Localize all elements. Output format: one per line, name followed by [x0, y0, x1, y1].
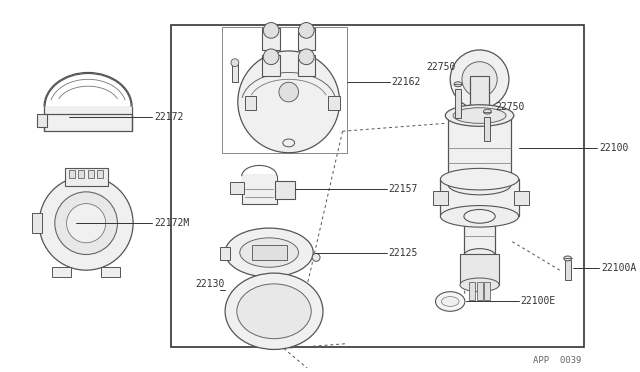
- Ellipse shape: [564, 256, 572, 261]
- Text: 22100A: 22100A: [601, 263, 636, 273]
- Bar: [232, 63, 238, 82]
- Ellipse shape: [483, 109, 492, 114]
- Text: 22172M: 22172M: [155, 218, 190, 228]
- Bar: [470, 76, 490, 113]
- Circle shape: [298, 49, 314, 65]
- Circle shape: [67, 203, 106, 243]
- Bar: [230, 182, 244, 194]
- Ellipse shape: [454, 82, 462, 87]
- Ellipse shape: [440, 169, 518, 190]
- Bar: [45, 106, 131, 131]
- Bar: [32, 214, 42, 233]
- Bar: [220, 247, 230, 260]
- Bar: [78, 170, 84, 178]
- Bar: [222, 28, 348, 153]
- Circle shape: [231, 59, 239, 67]
- Text: 22750: 22750: [495, 102, 525, 112]
- Ellipse shape: [464, 248, 495, 262]
- Ellipse shape: [237, 284, 311, 339]
- Bar: [52, 267, 72, 277]
- Ellipse shape: [225, 273, 323, 349]
- Circle shape: [39, 176, 133, 270]
- Text: 22125: 22125: [388, 247, 418, 257]
- Text: APP  0039: APP 0039: [533, 356, 582, 365]
- Ellipse shape: [453, 108, 506, 124]
- Ellipse shape: [442, 296, 459, 307]
- Bar: [262, 28, 280, 50]
- Text: 22172: 22172: [155, 112, 184, 122]
- Bar: [242, 176, 277, 203]
- Circle shape: [312, 254, 320, 262]
- Circle shape: [55, 192, 118, 254]
- Ellipse shape: [440, 206, 518, 227]
- Bar: [484, 116, 490, 141]
- Circle shape: [263, 49, 279, 65]
- Bar: [455, 89, 461, 118]
- Bar: [514, 191, 529, 205]
- Bar: [468, 282, 475, 299]
- Bar: [460, 254, 499, 285]
- Text: 22130: 22130: [196, 279, 225, 289]
- Bar: [328, 96, 340, 110]
- Ellipse shape: [460, 278, 499, 292]
- Bar: [70, 170, 76, 178]
- Bar: [440, 179, 518, 217]
- Circle shape: [462, 62, 497, 97]
- Circle shape: [238, 51, 340, 153]
- Bar: [252, 245, 287, 260]
- Bar: [433, 191, 448, 205]
- Bar: [298, 28, 315, 50]
- Circle shape: [263, 23, 279, 38]
- Bar: [477, 282, 483, 299]
- Bar: [262, 55, 280, 76]
- Circle shape: [298, 23, 314, 38]
- Text: 22100E: 22100E: [521, 296, 556, 307]
- Text: 22157: 22157: [388, 184, 418, 194]
- Ellipse shape: [225, 228, 313, 277]
- Circle shape: [279, 82, 298, 102]
- Circle shape: [450, 50, 509, 109]
- Bar: [97, 170, 103, 178]
- Bar: [298, 55, 315, 76]
- Ellipse shape: [448, 175, 511, 195]
- Text: 22100: 22100: [599, 143, 628, 153]
- Text: 22162: 22162: [392, 77, 421, 87]
- Bar: [37, 113, 47, 127]
- Bar: [172, 26, 584, 346]
- Bar: [275, 181, 294, 199]
- Bar: [464, 214, 495, 256]
- Ellipse shape: [448, 106, 511, 125]
- Ellipse shape: [436, 292, 465, 311]
- Bar: [448, 115, 511, 185]
- Ellipse shape: [283, 139, 294, 147]
- Ellipse shape: [240, 238, 298, 267]
- Text: 22750: 22750: [427, 62, 456, 71]
- Bar: [88, 170, 94, 178]
- Bar: [242, 174, 277, 186]
- Bar: [484, 282, 490, 299]
- Ellipse shape: [445, 105, 514, 126]
- Bar: [44, 113, 132, 131]
- Bar: [101, 267, 120, 277]
- Bar: [65, 169, 108, 186]
- Ellipse shape: [464, 209, 495, 223]
- Bar: [244, 96, 257, 110]
- Bar: [564, 260, 571, 280]
